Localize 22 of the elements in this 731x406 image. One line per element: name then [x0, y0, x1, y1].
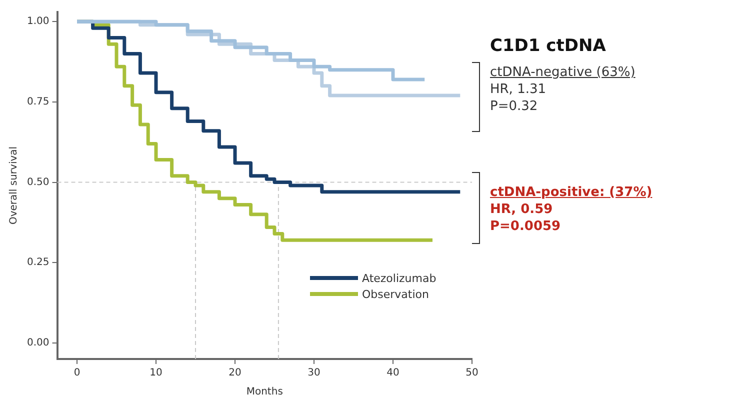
text: ctDNA-positive: (37%) — [490, 184, 652, 201]
text: HR, 1.31 — [490, 81, 548, 98]
text: ctDNA-negative (63%) — [490, 64, 636, 81]
text: P=0.0059 — [490, 218, 562, 235]
text: P=0.32 — [490, 98, 539, 115]
x-tick-label: 30 — [308, 368, 320, 379]
y-axis-title: Overall survival — [8, 146, 20, 225]
y-tick-label: 0.25 — [27, 257, 50, 268]
x-tick-label: 20 — [228, 368, 242, 379]
legend-label: Observation — [362, 288, 429, 300]
text: C1D1 ctDNA — [490, 36, 606, 56]
x-tick-label: 0 — [74, 368, 80, 379]
y-tick-label: 0.00 — [27, 338, 50, 349]
y-tick-label: 0.50 — [27, 176, 50, 188]
y-tick-label: 1.00 — [27, 16, 50, 28]
y-tick-label: 0.75 — [27, 96, 50, 108]
legend-label: Atezolizumab — [362, 272, 436, 284]
text: HR, 0.59 — [490, 201, 554, 218]
x-tick-label: 10 — [150, 368, 162, 379]
x-axis-title: Months — [246, 386, 283, 398]
x-tick-label: 40 — [386, 368, 400, 379]
x-tick-label: 50 — [466, 368, 478, 379]
